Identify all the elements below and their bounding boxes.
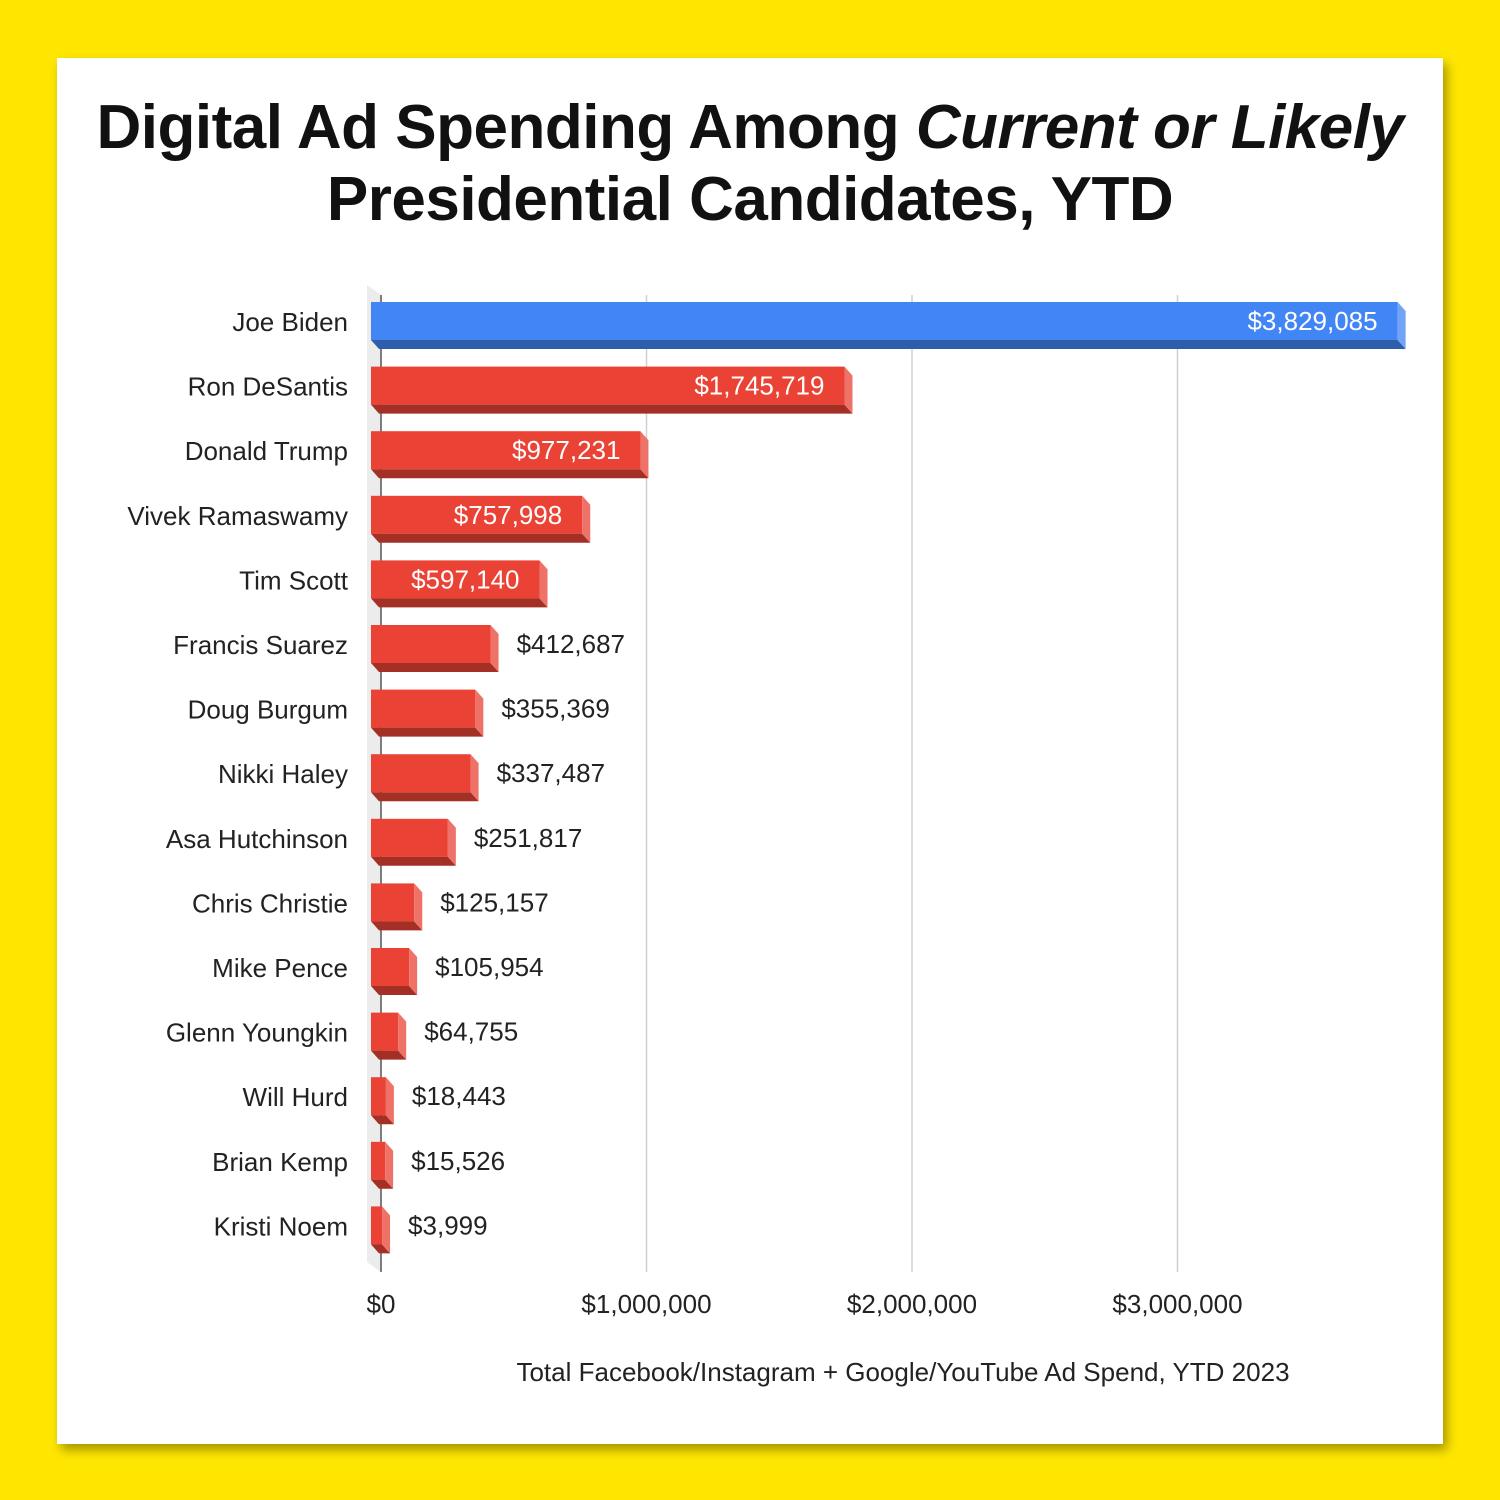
bar-bottom-face [371,986,418,995]
data-label: $15,526 [411,1146,505,1176]
bar [371,302,1398,340]
title-line-2: Presidential Candidates, YTD [326,165,1174,234]
category-label: Ron DeSantis [188,372,348,402]
bar-side-face [582,495,591,543]
bar-bottom-face [371,792,479,802]
bar-bottom-face [371,727,484,737]
data-label: $1,745,719 [694,371,824,401]
data-label: $597,140 [411,564,519,594]
data-label: $977,231 [512,435,620,465]
data-label: $412,687 [517,629,625,659]
data-label: $18,443 [412,1081,506,1111]
bar-bottom-face [371,1115,394,1125]
bar-bottom-face [371,598,548,608]
category-label: Doug Burgum [188,695,348,725]
bar [371,1206,383,1245]
data-label: $3,999 [408,1210,488,1240]
bar-bottom-face [371,1179,394,1189]
bar-bottom-face [371,404,853,414]
data-label: $251,817 [474,823,582,853]
bar [371,431,641,470]
chart-title: Digital Ad Spending Among Current or Lik… [0,92,1500,236]
bar [371,560,540,599]
category-label: Vivek Ramaswamy [127,501,348,531]
bar [371,689,476,728]
bar [371,1141,386,1180]
bar-side-face [385,1077,394,1125]
category-label: Mike Pence [212,953,348,983]
data-label: $64,755 [424,1017,518,1047]
category-label: Glenn Youngkin [166,1018,348,1048]
bar-side-face [640,431,649,479]
x-tick-label: $3,000,000 [1112,1289,1242,1319]
bar-side-face [398,1012,407,1060]
category-label: Asa Hutchinson [166,824,348,854]
bar-bottom-face [371,1244,391,1254]
x-tick-label: $1,000,000 [581,1289,711,1319]
data-label: $337,487 [497,758,605,788]
category-label: Tim Scott [239,565,349,595]
category-label: Chris Christie [192,888,348,918]
bar [371,366,845,405]
bar-side-face [447,818,456,866]
title-line-1-italic: Current or Likely [915,93,1404,162]
bar [371,754,471,793]
data-label: $355,369 [501,694,609,724]
bar-side-face [409,948,418,995]
chart-card [57,58,1443,1444]
data-label: $757,998 [454,500,562,530]
bar [371,495,583,534]
bar-side-face [1397,302,1406,349]
bar-side-face [539,560,548,608]
category-label: Brian Kemp [212,1147,348,1177]
category-label: Francis Suarez [173,630,348,660]
bar [371,883,415,922]
category-label: Kristi Noem [214,1211,348,1241]
category-label: Joe Biden [232,307,348,337]
bar-bottom-face [371,533,591,543]
x-tick-label: $2,000,000 [847,1289,977,1319]
data-label: $125,157 [440,887,548,917]
data-label: $3,829,085 [1247,306,1377,336]
bar-bottom-face [371,663,499,672]
title-line-1-normal: Digital Ad Spending Among [96,93,916,162]
bar-side-face [490,625,499,672]
bar [371,1077,386,1116]
category-label: Nikki Haley [218,759,348,789]
bar-side-face [844,366,853,414]
bar-bottom-face [371,856,456,866]
bar-bottom-face [371,921,423,931]
bar-bottom-face [371,340,1406,349]
x-tick-label: $0 [367,1289,396,1319]
x-axis-label: Total Facebook/Instagram + Google/YouTub… [516,1357,1289,1387]
data-label: $105,954 [435,952,543,982]
bar-side-face [470,754,479,802]
category-label: Donald Trump [185,436,348,466]
bar-side-face [414,883,423,931]
category-label: Will Hurd [243,1082,348,1112]
bar [371,1012,399,1051]
title-line-1: Digital Ad Spending Among Current or Lik… [0,92,1500,164]
bar-bottom-face [371,1050,407,1060]
bar-side-face [382,1206,391,1254]
bar-side-face [385,1141,394,1189]
bar [371,625,491,663]
bar [371,818,448,857]
bar [371,948,410,986]
bar-bottom-face [371,469,649,479]
bar-side-face [475,689,484,737]
